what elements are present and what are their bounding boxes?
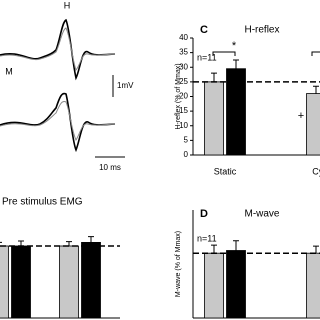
significance-marker: + xyxy=(298,110,304,122)
y-tick-label: 10 xyxy=(179,121,188,130)
panel-letter: C xyxy=(200,24,208,36)
y-tick-label: 40 xyxy=(179,33,188,42)
significance-bracket xyxy=(311,51,320,56)
x-tick-label: Static xyxy=(214,166,237,176)
bar xyxy=(11,245,31,319)
trace-3 xyxy=(0,92,116,153)
y-tick-label: 0 xyxy=(184,150,189,159)
significance-marker: * xyxy=(232,40,237,52)
chart-title: M-wave xyxy=(244,209,279,220)
error-bar xyxy=(88,236,94,243)
bar xyxy=(0,245,9,319)
significance-bracket xyxy=(212,51,236,56)
error-bar xyxy=(313,245,319,254)
y-tick-label: 20 xyxy=(179,92,188,101)
panel-letter: D xyxy=(200,208,208,220)
error-bar xyxy=(211,244,217,254)
chart-title: Pre stimulus EMG xyxy=(2,197,83,208)
bar xyxy=(226,250,246,319)
y-axis-label: M-wave (% of Mmax) xyxy=(175,231,182,297)
amplitude-scale-label: 1mV xyxy=(117,81,134,90)
trace-1 xyxy=(0,18,116,81)
trace-4 xyxy=(0,101,116,141)
y-tick-label: 5 xyxy=(184,135,189,144)
annotation: n=11 xyxy=(197,233,217,243)
peak-label: H xyxy=(64,0,71,10)
bar xyxy=(306,252,320,319)
annotation: n=11 xyxy=(197,52,217,62)
bar xyxy=(204,81,224,156)
error-bar xyxy=(0,241,2,243)
bar xyxy=(81,241,101,319)
y-tick-label: 30 xyxy=(179,62,188,71)
error-bar xyxy=(18,240,24,246)
error-bar xyxy=(211,72,217,82)
x-tick-label: Cycling xyxy=(312,166,320,176)
m-label: M xyxy=(5,66,13,76)
y-axis-label: H-reflex (% of Mmax) xyxy=(175,63,182,129)
bar xyxy=(59,245,79,319)
error-bar xyxy=(233,59,239,69)
bar xyxy=(306,93,320,156)
error-bar xyxy=(313,85,319,94)
time-scale-label: 10 ms xyxy=(99,163,121,172)
y-tick-label: 25 xyxy=(179,77,188,86)
trace-2 xyxy=(0,27,116,71)
error-bar xyxy=(233,240,239,251)
chart-title: H-reflex xyxy=(244,25,279,36)
y-tick-label: 15 xyxy=(179,106,188,115)
y-tick-label: 35 xyxy=(179,48,188,57)
bar xyxy=(204,252,224,319)
